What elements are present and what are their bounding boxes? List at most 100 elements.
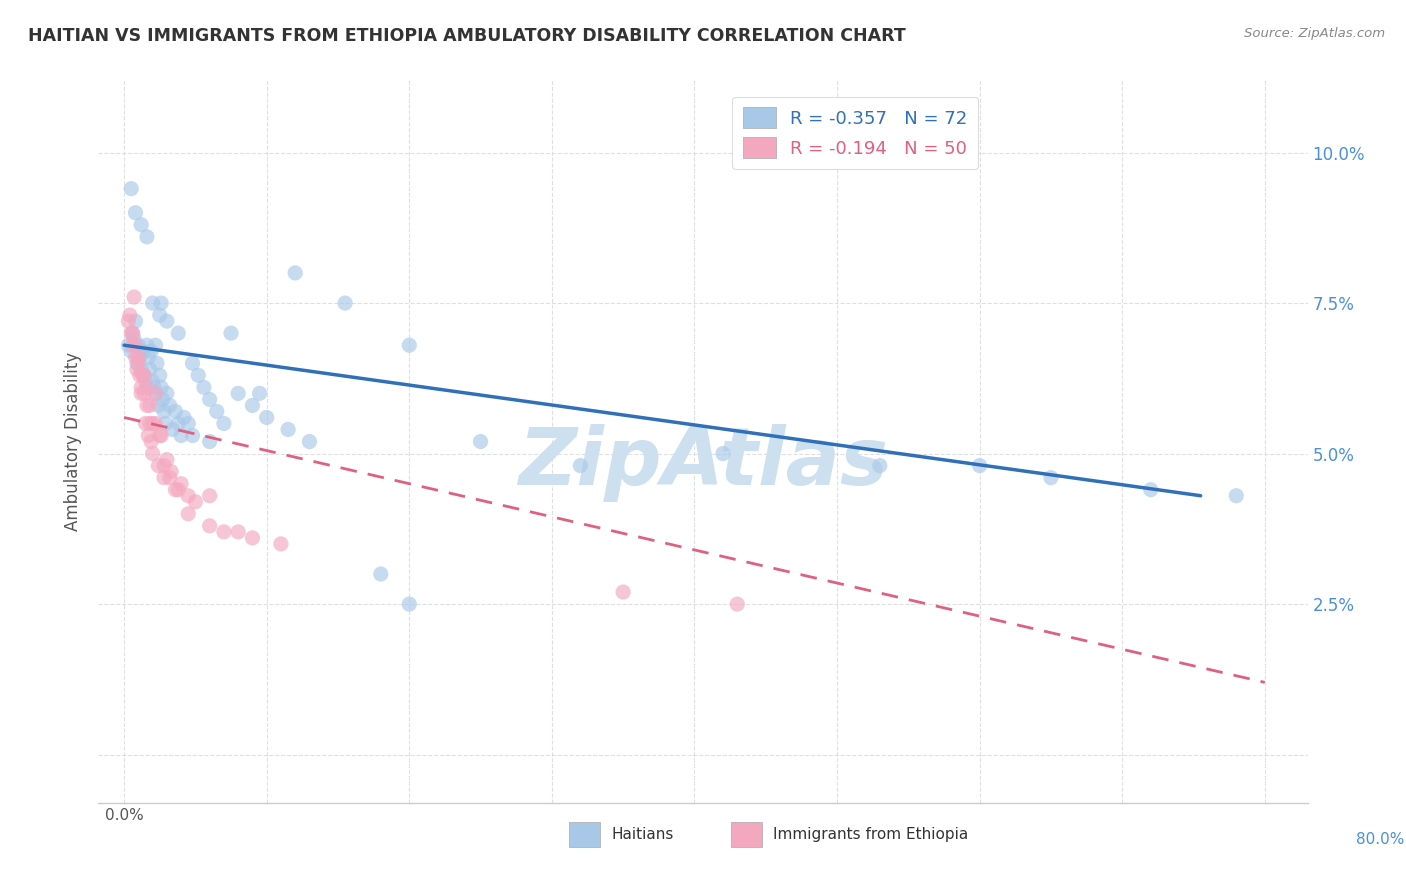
Point xyxy=(150,380,173,394)
Point xyxy=(141,434,163,449)
Point xyxy=(226,386,249,401)
Point xyxy=(198,518,221,533)
Point xyxy=(205,404,228,418)
Point xyxy=(569,458,592,473)
Point xyxy=(124,205,146,219)
Point xyxy=(725,597,748,611)
Point xyxy=(162,422,184,436)
Point xyxy=(152,392,174,407)
Point xyxy=(142,296,165,310)
Y-axis label: Ambulatory Disability: Ambulatory Disability xyxy=(65,352,83,531)
Point xyxy=(198,392,221,407)
Point xyxy=(129,218,152,232)
Point xyxy=(121,326,143,340)
Point xyxy=(153,458,176,473)
Point xyxy=(212,524,235,539)
Point xyxy=(143,380,166,394)
Point xyxy=(118,308,141,322)
Point xyxy=(117,314,139,328)
Point xyxy=(129,362,152,376)
Point xyxy=(127,356,149,370)
Point xyxy=(131,368,153,383)
Point xyxy=(242,531,264,545)
Point xyxy=(1039,470,1062,484)
Point xyxy=(165,483,187,497)
Point xyxy=(134,417,156,431)
Point xyxy=(969,458,991,473)
Point xyxy=(277,422,299,436)
Point xyxy=(1139,483,1161,497)
Point xyxy=(212,417,235,431)
Point xyxy=(136,428,159,442)
Text: 80.0%: 80.0% xyxy=(1355,831,1405,847)
Point xyxy=(181,356,204,370)
Point xyxy=(173,410,195,425)
Point xyxy=(135,398,157,412)
Point xyxy=(145,417,167,431)
Point xyxy=(122,332,145,346)
Point xyxy=(122,290,145,304)
Point xyxy=(167,483,190,497)
Point xyxy=(120,344,142,359)
Point xyxy=(284,266,307,280)
Point xyxy=(156,314,179,328)
Point xyxy=(370,567,392,582)
Point xyxy=(117,338,139,352)
Point xyxy=(612,585,634,599)
Point xyxy=(869,458,891,473)
Point xyxy=(181,428,204,442)
Point xyxy=(124,314,146,328)
Point xyxy=(711,446,734,460)
Point xyxy=(160,465,183,479)
Point xyxy=(131,344,153,359)
Point xyxy=(124,338,146,352)
Point xyxy=(135,338,157,352)
Point xyxy=(134,374,156,388)
Point xyxy=(127,338,149,352)
Point xyxy=(139,398,162,412)
Point xyxy=(165,404,187,418)
Point xyxy=(184,494,207,508)
Text: Immigrants from Ethiopia: Immigrants from Ethiopia xyxy=(773,827,969,841)
Point xyxy=(132,368,155,383)
Point xyxy=(145,338,167,352)
Point xyxy=(242,398,264,412)
Point xyxy=(333,296,356,310)
Point xyxy=(177,507,200,521)
Point xyxy=(148,398,170,412)
Point xyxy=(128,350,150,364)
Point xyxy=(249,386,271,401)
Point xyxy=(150,296,173,310)
Point xyxy=(153,470,176,484)
Text: Source: ZipAtlas.com: Source: ZipAtlas.com xyxy=(1244,27,1385,40)
Point xyxy=(149,368,172,383)
Point xyxy=(125,356,148,370)
Point xyxy=(170,476,193,491)
Point xyxy=(129,380,152,394)
Point xyxy=(135,230,157,244)
Point xyxy=(156,386,179,401)
Point xyxy=(150,428,173,442)
Point xyxy=(1225,489,1247,503)
Point xyxy=(132,368,155,383)
Point xyxy=(398,338,420,352)
Point xyxy=(270,537,292,551)
Point xyxy=(256,410,278,425)
Point xyxy=(120,181,142,195)
Point xyxy=(129,386,152,401)
Point xyxy=(187,368,209,383)
Point xyxy=(159,398,181,412)
Point xyxy=(398,597,420,611)
Point xyxy=(135,380,157,394)
Point xyxy=(132,386,155,401)
Text: HAITIAN VS IMMIGRANTS FROM ETHIOPIA AMBULATORY DISABILITY CORRELATION CHART: HAITIAN VS IMMIGRANTS FROM ETHIOPIA AMBU… xyxy=(28,27,905,45)
Point xyxy=(226,524,249,539)
Point xyxy=(198,434,221,449)
Point xyxy=(148,458,170,473)
Legend: R = -0.357   N = 72, R = -0.194   N = 50: R = -0.357 N = 72, R = -0.194 N = 50 xyxy=(733,96,979,169)
Point xyxy=(127,350,149,364)
Point xyxy=(120,326,142,340)
Point xyxy=(149,428,172,442)
Point xyxy=(121,326,143,340)
Point xyxy=(170,428,193,442)
